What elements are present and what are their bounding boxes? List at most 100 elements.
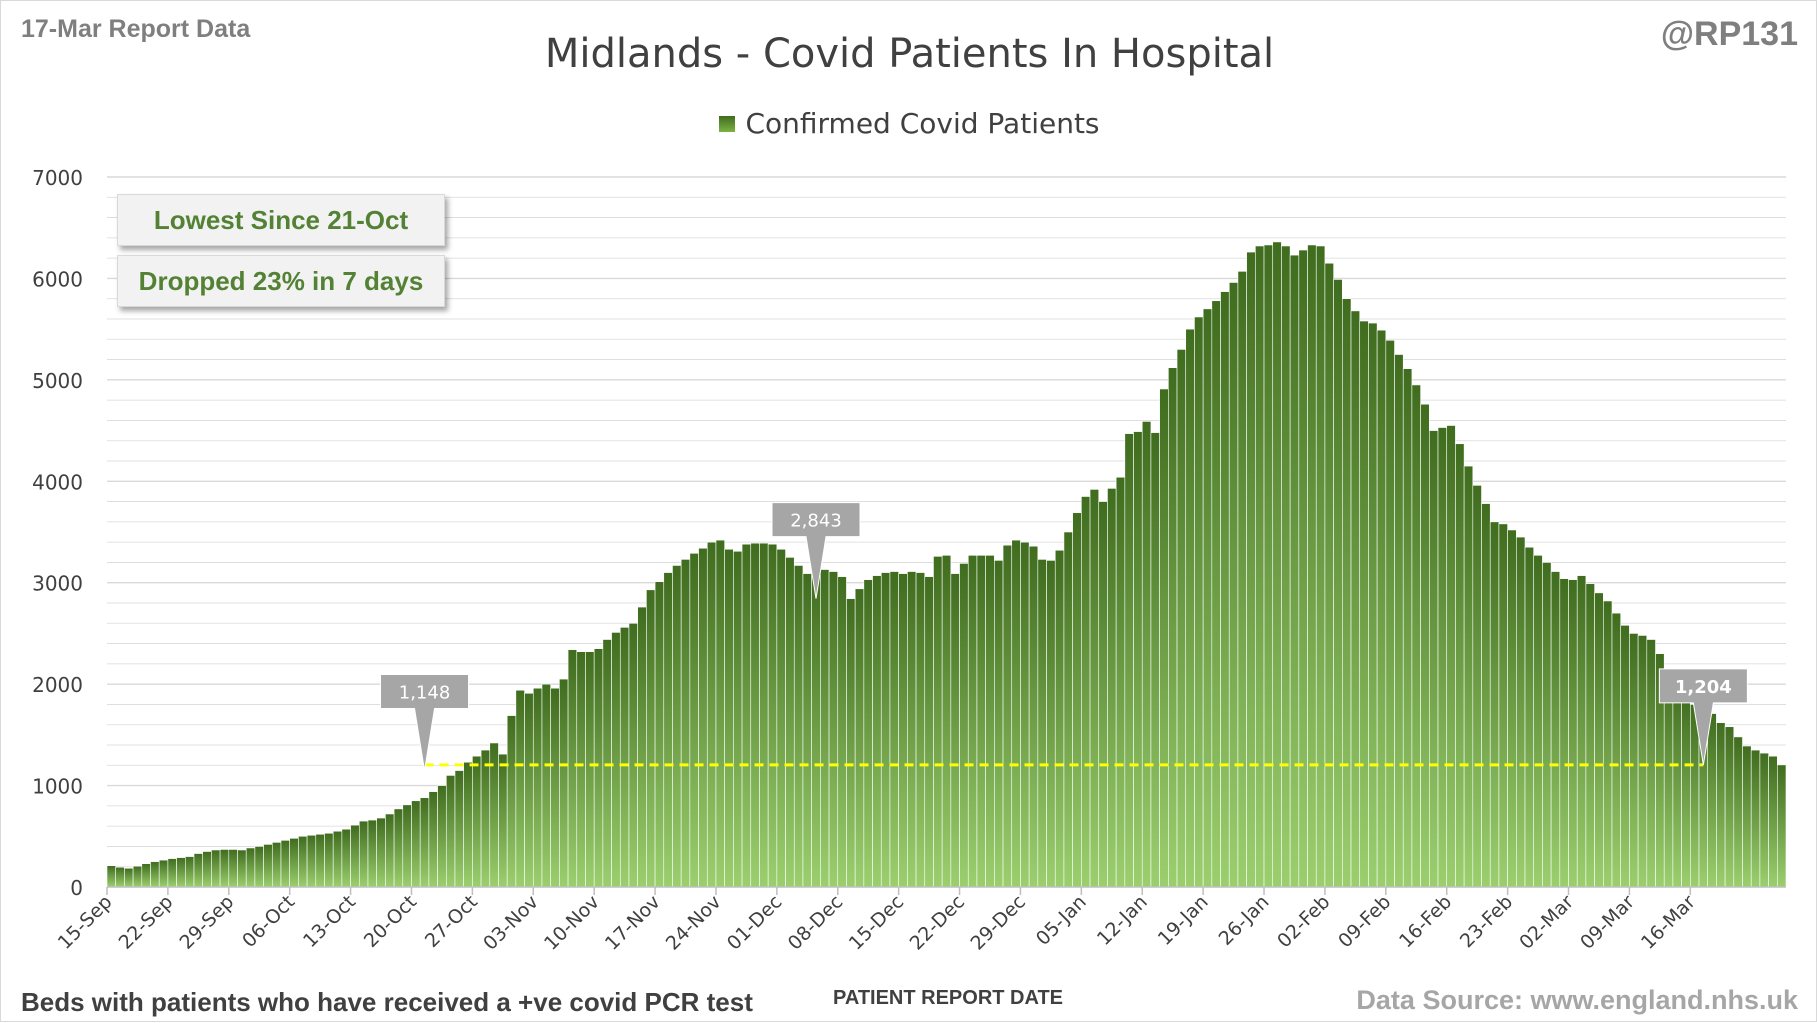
bar: [515, 689, 525, 888]
bar: [785, 557, 795, 888]
y-tick-label: 4000: [32, 470, 83, 494]
bar: [1594, 592, 1604, 888]
bar: [298, 835, 308, 888]
bar: [1733, 736, 1743, 888]
y-axis-ticks: 0 1000 2000 3000 4000 5000 6000 7000: [32, 166, 83, 900]
bar: [1472, 485, 1482, 888]
bar: [611, 632, 621, 888]
bar: [1211, 300, 1221, 888]
bar: [1429, 430, 1439, 888]
callout-lowest-since: Lowest Since 21-Oct: [117, 194, 445, 246]
bar: [1463, 465, 1474, 888]
bar: [445, 775, 456, 888]
bar: [341, 828, 351, 888]
bar: [1246, 251, 1256, 888]
x-tick-label: 23-Feb: [1456, 891, 1517, 952]
x-tick-label: 15-Sep: [54, 891, 117, 954]
bar: [1646, 639, 1656, 888]
bar: [367, 819, 377, 888]
bar: [950, 573, 960, 888]
bar: [889, 571, 899, 888]
bar: [1333, 279, 1343, 888]
x-tick-label: 09-Mar: [1576, 891, 1639, 954]
bar: [802, 573, 812, 888]
bar: [593, 648, 604, 888]
x-tick-label: 27-Oct: [421, 891, 482, 952]
bar: [811, 570, 821, 888]
bar: [132, 865, 143, 888]
bar: [1063, 531, 1073, 888]
bar: [1054, 549, 1065, 888]
annotation-label: 1,148: [399, 683, 451, 704]
bar: [1037, 559, 1047, 888]
footnote: Beds with patients who have received a +…: [21, 987, 753, 1017]
bar: [1402, 368, 1413, 888]
bar: [402, 804, 412, 888]
bar: [1342, 298, 1352, 888]
x-tick-label: 03-Nov: [479, 891, 543, 955]
bar: [1002, 544, 1013, 888]
bar: [1255, 245, 1265, 888]
bar: [1159, 388, 1169, 888]
bar: [767, 543, 778, 888]
bar: [1281, 245, 1291, 888]
bar: [454, 770, 464, 888]
bar: [941, 555, 952, 888]
legend-entry-confirmed-covid-patients: Confirmed Covid Patients: [745, 107, 1100, 140]
bar: [202, 851, 212, 888]
bar: [498, 753, 508, 888]
bar: [1072, 512, 1082, 888]
bar: [846, 598, 856, 888]
bar: [124, 867, 134, 888]
bar: [254, 846, 264, 888]
x-tick-label: 05-Jan: [1032, 891, 1091, 950]
legend-swatch: [719, 116, 736, 132]
bar: [602, 639, 612, 888]
bar: [1394, 354, 1404, 888]
bar: [184, 856, 195, 888]
bar: [837, 576, 847, 888]
bar: [576, 651, 586, 888]
bar: [1768, 755, 1778, 888]
bar: [776, 548, 786, 888]
bar: [541, 683, 551, 888]
bar: [1611, 612, 1622, 888]
bar: [1107, 488, 1117, 888]
bar: [750, 542, 760, 888]
annotation-marker: [380, 674, 470, 771]
bar: [663, 572, 673, 888]
bar: [646, 589, 656, 888]
bar: [1455, 443, 1465, 888]
x-tick-label: 01-Dec: [723, 891, 787, 955]
x-tick-label: 22-Dec: [906, 891, 970, 955]
bar: [759, 542, 769, 888]
bar: [376, 817, 386, 888]
bar: [1516, 536, 1526, 888]
x-tick-label: 15-Dec: [845, 891, 909, 955]
bar: [1089, 489, 1100, 888]
bar: [219, 849, 230, 888]
bar: [1716, 722, 1726, 888]
bar: [1324, 262, 1334, 888]
x-tick-label: 29-Sep: [176, 891, 239, 954]
bar: [1176, 349, 1187, 888]
chart-legend: Confirmed Covid Patients: [1, 107, 1817, 140]
x-tick-label: 09-Feb: [1334, 891, 1395, 952]
bar: [1115, 476, 1126, 888]
bar: [480, 749, 491, 888]
bar: [924, 576, 934, 888]
bar: [689, 552, 699, 888]
bar: [1020, 541, 1030, 888]
y-tick-label: 7000: [32, 166, 83, 190]
bar: [828, 571, 839, 888]
bar: [1385, 339, 1395, 888]
bar: [1289, 254, 1300, 888]
bar: [967, 555, 978, 888]
bar: [324, 832, 334, 888]
x-tick-label: 19-Jan: [1154, 891, 1213, 950]
bar: [1124, 433, 1134, 888]
bar: [698, 547, 708, 888]
bar: [680, 559, 691, 888]
x-tick-label: 16-Mar: [1637, 891, 1700, 954]
